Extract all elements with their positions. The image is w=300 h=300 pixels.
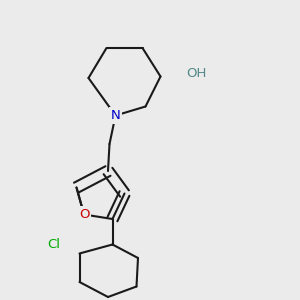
Text: Cl: Cl	[47, 238, 61, 251]
Text: N: N	[111, 109, 120, 122]
Text: OH: OH	[186, 67, 206, 80]
Text: O: O	[79, 208, 89, 221]
